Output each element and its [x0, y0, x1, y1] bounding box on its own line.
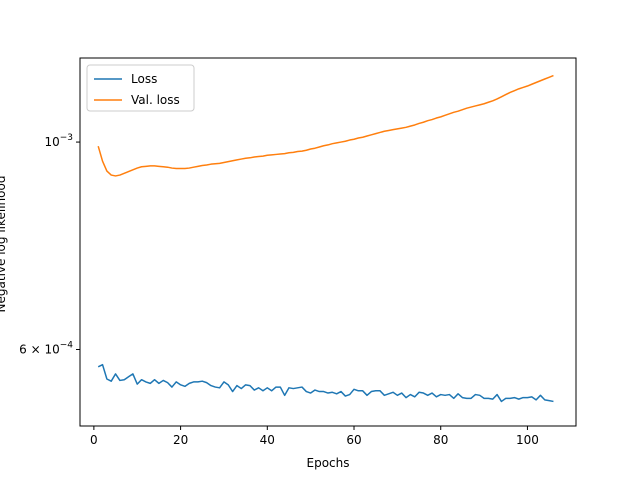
x-tick-label: 40 [260, 433, 275, 447]
x-tick-label: 80 [433, 433, 448, 447]
y-axis-label: Negative log likelihood [0, 176, 8, 313]
x-tick-label: 0 [90, 433, 98, 447]
plot-background [80, 58, 576, 426]
x-tick-label: 60 [346, 433, 361, 447]
axes-frame [79, 57, 577, 427]
axes-layer: 0 20 40 60 80 100 10−3 6 × 10−4 [19, 57, 577, 447]
y-tick-label: 10−3 [44, 133, 73, 149]
x-tick-label: 100 [516, 433, 539, 447]
series-layer [97, 74, 554, 403]
series-line-loss [97, 363, 554, 403]
series-line-val-loss [97, 74, 554, 177]
y-tick-label: 6 × 10−4 [19, 341, 73, 357]
legend-label: Val. loss [131, 93, 180, 107]
x-tick-label: 20 [173, 433, 188, 447]
plot-area [80, 58, 576, 426]
x-axis-label: Epochs [307, 456, 350, 470]
legend-label: Loss [131, 72, 157, 86]
legend: Loss Val. loss [86, 64, 195, 112]
